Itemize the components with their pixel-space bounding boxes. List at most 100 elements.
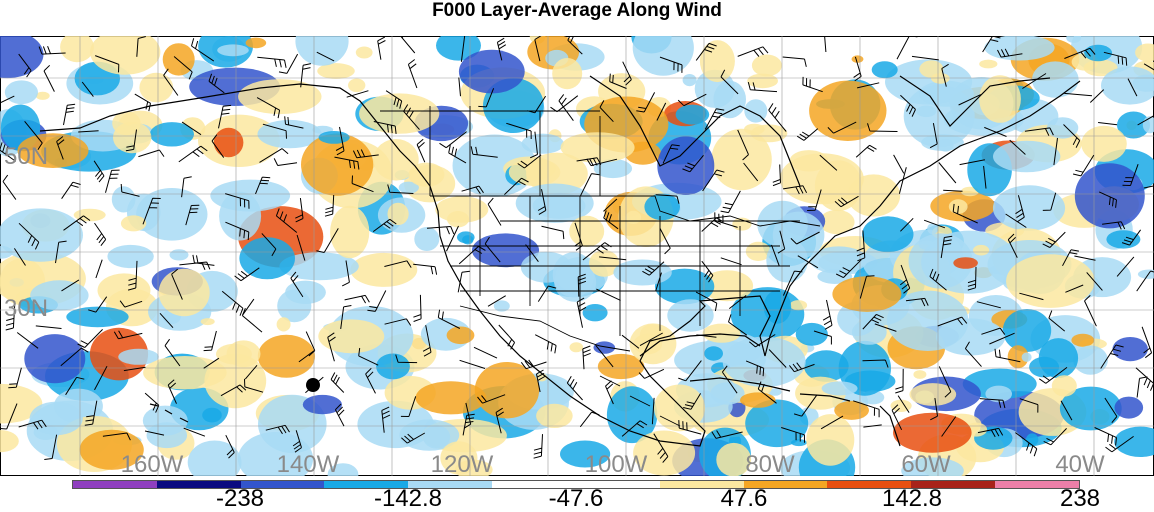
wind-barb <box>1005 213 1027 228</box>
wind-barb <box>541 225 565 240</box>
wind-barb <box>496 37 507 61</box>
wind-barb <box>142 197 161 225</box>
contour-blob <box>644 193 680 221</box>
contour-blob <box>237 432 314 476</box>
wind-barb <box>234 267 260 282</box>
wind-barb <box>61 279 80 292</box>
wind-barb <box>937 316 968 327</box>
contour-blob <box>318 131 350 144</box>
wind-barb <box>621 420 648 437</box>
wind-barb <box>1072 154 1095 177</box>
wind-barb <box>1103 51 1128 66</box>
contour-blob <box>1132 74 1154 92</box>
contour-blob <box>589 250 620 277</box>
wind-barb <box>622 61 632 86</box>
contour-blob <box>1059 386 1122 431</box>
colorbar-labels: -238 -142.8 -47.6 47.6 142.8 238 <box>72 487 1100 511</box>
wind-barb <box>44 434 58 460</box>
wind-barb <box>989 332 1015 345</box>
wind-barb <box>802 76 823 93</box>
contour-blob <box>4 80 38 105</box>
wind-barb <box>621 334 640 349</box>
wind-barb <box>777 230 786 254</box>
contour-blob <box>60 36 94 63</box>
contour-blob <box>992 140 1061 173</box>
wind-barb <box>905 297 929 307</box>
lon-label: 60W <box>901 451 951 476</box>
wind-barb <box>63 103 76 126</box>
contour-blob <box>245 37 267 49</box>
wind-barb <box>1105 435 1134 453</box>
contour-blob <box>213 127 244 158</box>
wind-barb <box>77 329 103 348</box>
wind-barb <box>381 406 391 433</box>
wind-barb <box>181 121 202 136</box>
wind-barb <box>638 368 665 379</box>
wind-barb <box>711 430 743 439</box>
wind-barb <box>183 427 206 437</box>
wind-barb <box>61 181 81 199</box>
contour-blob <box>317 63 355 79</box>
wind-barb <box>874 323 897 332</box>
wind-barb <box>60 347 89 367</box>
contour-blob <box>654 268 715 305</box>
contour-blob <box>763 290 792 324</box>
wind-barb <box>1089 89 1105 103</box>
contour-blob <box>462 235 474 245</box>
wind-barb <box>275 208 298 233</box>
contour-blob <box>435 196 489 223</box>
wind-barb <box>316 51 335 62</box>
wind-barb <box>1015 432 1038 457</box>
wind-barb <box>265 424 290 435</box>
wind-barb <box>977 427 1004 438</box>
wind-barb <box>134 93 151 112</box>
contour-blob <box>387 202 409 226</box>
contour-blob <box>458 49 525 94</box>
contour-blob <box>633 430 696 476</box>
contour-blob <box>1021 352 1032 362</box>
wind-barb <box>1024 127 1054 136</box>
wind-barb <box>292 430 302 453</box>
wind-barb <box>163 68 179 96</box>
wind-barb <box>1007 233 1018 258</box>
wind-barb <box>93 160 105 183</box>
contour-blob <box>832 276 902 312</box>
wind-barb <box>384 260 412 268</box>
wind-barb <box>296 234 306 261</box>
wind-barb <box>958 94 982 106</box>
wind-barb <box>1127 78 1138 97</box>
wind-barb <box>16 332 39 349</box>
wind-barb <box>967 266 977 291</box>
colorbar-swatch <box>911 481 996 488</box>
wind-barb <box>1086 272 1103 291</box>
wind-barb <box>603 198 618 212</box>
wind-barb <box>772 164 781 187</box>
wind-barb <box>351 175 374 193</box>
contour-blob <box>704 346 723 361</box>
contour-blob <box>398 181 419 194</box>
wind-barb <box>94 222 107 247</box>
wind-barb <box>426 226 455 235</box>
colorbar-swatch <box>492 481 576 488</box>
wind-barb <box>819 154 838 171</box>
wind-barb <box>144 392 160 413</box>
wind-barb <box>120 183 140 197</box>
wind-barb <box>520 359 547 370</box>
wind-barb <box>56 136 65 160</box>
wind-barb <box>820 415 844 430</box>
wind-barb <box>929 123 938 149</box>
wind-barb <box>655 272 662 292</box>
wind-barb <box>659 56 683 73</box>
colorbar-swatch <box>73 481 157 488</box>
wind-barb <box>899 264 911 294</box>
wind-barb <box>191 38 215 62</box>
wind-barb <box>181 176 192 198</box>
wind-barb <box>1104 397 1118 424</box>
wind-barb <box>498 324 516 350</box>
wind-barb <box>595 344 614 368</box>
contour-blob <box>471 233 540 268</box>
wind-barb <box>898 167 907 194</box>
coastlines <box>39 75 1081 447</box>
wind-barb <box>1042 192 1057 211</box>
wind-barb <box>782 270 803 296</box>
